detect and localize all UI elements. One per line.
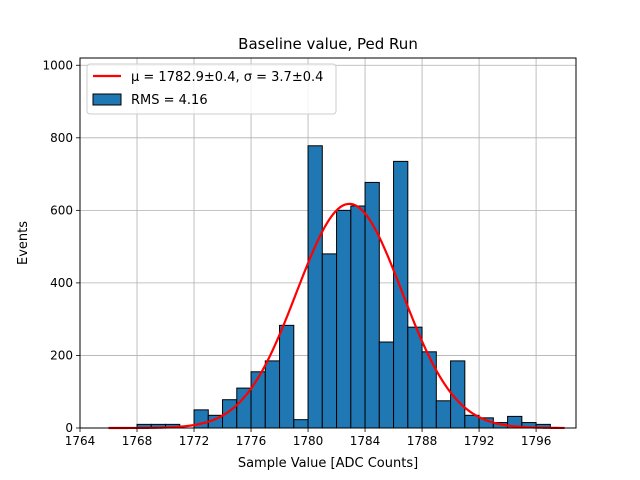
y-tick-label: 400 — [50, 276, 73, 290]
x-tick-label: 1788 — [407, 434, 438, 448]
x-tick-label: 1792 — [464, 434, 495, 448]
x-tick-label: 1776 — [236, 434, 267, 448]
histogram-bar — [293, 419, 309, 429]
x-tick-label: 1772 — [179, 434, 210, 448]
x-tick-label: 1764 — [65, 434, 96, 448]
y-tick-label: 600 — [50, 203, 73, 217]
legend: μ = 1782.9±0.4, σ = 3.7±0.4 RMS = 4.16 — [86, 63, 337, 115]
histogram-bar — [279, 324, 295, 429]
x-axis-ticks: 1764 1768 1772 1776 1780 1784 1788 1792 1796 — [65, 428, 552, 448]
histogram-bar — [435, 400, 452, 429]
x-axis-label: Sample Value [ADC Counts] — [238, 456, 418, 471]
x-tick-label: 1780 — [293, 434, 324, 448]
histogram-bar — [236, 387, 252, 429]
legend-hist-patch — [92, 93, 122, 106]
chart-title: Baseline value, Ped Run — [238, 35, 418, 53]
y-tick-label: 200 — [50, 348, 73, 362]
histogram-bar — [393, 160, 409, 429]
histogram-bar — [264, 360, 281, 429]
legend-fit-label: μ = 1782.9±0.4, σ = 3.7±0.4 — [131, 70, 323, 85]
legend-box — [86, 63, 337, 115]
histogram-bar — [378, 341, 395, 429]
x-tick-label: 1784 — [350, 434, 381, 448]
y-axis-ticks: 0 200 400 600 800 1000 — [42, 58, 80, 435]
y-tick-label: 0 — [65, 421, 73, 435]
histogram-bar — [250, 371, 266, 429]
x-tick-label: 1768 — [122, 434, 153, 448]
y-axis-label: Events — [16, 221, 31, 265]
histogram-bar — [350, 205, 366, 429]
y-tick-label: 1000 — [42, 58, 73, 72]
legend-hist-label: RMS = 4.16 — [131, 93, 208, 108]
x-tick-label: 1796 — [521, 434, 552, 448]
gaussian-fit-curve — [108, 202, 565, 430]
histogram-bar — [364, 181, 380, 429]
plot-frame — [79, 57, 577, 429]
y-tick-label: 800 — [50, 131, 73, 145]
histogram-bar — [307, 145, 323, 429]
histogram-bar — [407, 326, 423, 429]
histogram-bar — [321, 253, 338, 429]
histogram-bar — [421, 351, 437, 429]
histogram-bar — [336, 209, 352, 429]
